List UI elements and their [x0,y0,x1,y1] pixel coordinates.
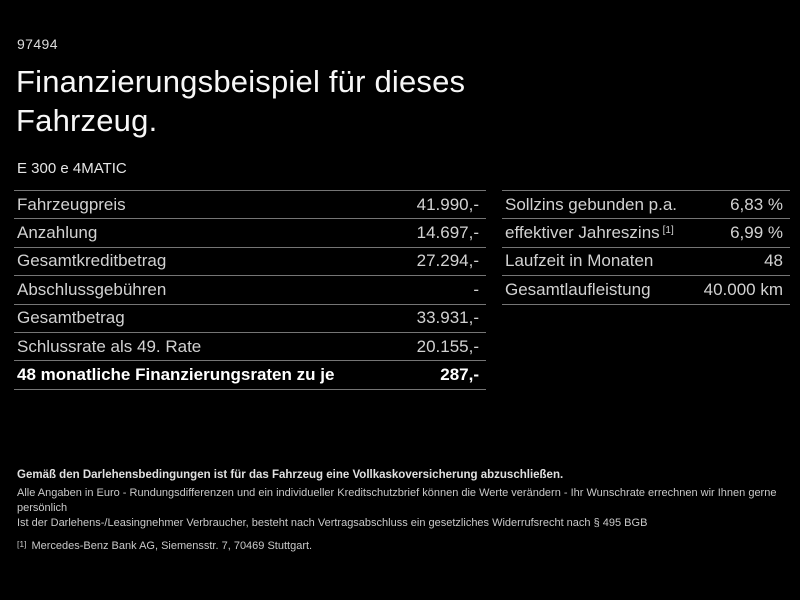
bank-footnote: [1] Mercedes-Benz Bank AG, Siemensstr. 7,… [17,539,790,553]
row-value: 40.000 km [703,279,783,299]
vehicle-id: 97494 [17,36,58,52]
row-label: Abschlussgebühren [17,279,167,299]
financing-row-gesamtbetrag: Gesamtbetrag 33.931,- [14,303,486,332]
financing-row-fahrzeugpreis: Fahrzeugpreis 41.990,- [14,190,486,218]
conditions-row-gesamtlaufleistung: Gesamtlaufleistung 40.000 km [502,275,790,303]
row-value: 287,- [440,365,479,385]
row-value: 41.990,- [416,194,479,214]
row-value: 6,99 % [730,223,783,243]
withdrawal-rights-note: Ist der Darlehens-/Leasingnehmer Verbrau… [17,517,648,529]
row-value: 48 [764,251,783,271]
page-title: Finanzierungsbeispiel für dieses Fahrzeu… [16,64,466,138]
financing-row-gesamtkreditbetrag: Gesamtkreditbetrag 27.294,- [14,246,486,275]
row-label: effektiver Jahreszins [1] [505,223,674,243]
row-value: 27.294,- [416,251,479,271]
tables-container: Fahrzeugpreis 41.990,- Anzahlung 14.697,… [14,190,790,390]
general-disclaimer: Alle Angaben in Euro - Rundungsdifferenz… [17,487,777,514]
conditions-table: Sollzins gebunden p.a. 6,83 % effektiver… [502,190,790,305]
legal-footer: Gemäß den Darlehensbedingungen ist für d… [17,468,790,553]
vehicle-model: E 300 e 4MATIC [17,160,127,177]
row-label: Gesamtkreditbetrag [17,251,167,271]
row-label: Anzahlung [17,223,98,243]
financing-row-schlussrate: Schlussrate als 49. Rate 20.155,- [14,331,486,360]
insurance-requirement-note: Gemäß den Darlehensbedingungen ist für d… [17,469,564,481]
row-label: Gesamtbetrag [17,308,125,328]
row-value: 14.697,- [416,223,479,243]
row-label: 48 monatliche Finanzierungsraten zu je [17,365,335,385]
row-value: - [473,279,479,299]
footnote-marker: [1] [662,225,674,237]
financing-row-abschlussgebuehren: Abschlussgebühren - [14,275,486,303]
footnote-marker: [1] [17,539,27,549]
row-label: Gesamtlaufleistung [505,279,651,299]
financing-row-monthly-rate: 48 monatliche Finanzierungsraten zu je 2… [14,360,486,388]
footnote-text: Mercedes-Benz Bank AG, Siemensstr. 7, 70… [31,540,313,552]
conditions-row-sollzins: Sollzins gebunden p.a. 6,83 % [502,190,790,218]
row-value: 20.155,- [416,336,479,356]
row-label: Sollzins gebunden p.a. [505,194,678,214]
row-value: 33.931,- [416,308,479,328]
row-label: Fahrzeugpreis [17,194,126,214]
conditions-row-effektiver-jahreszins: effektiver Jahreszins [1] 6,99 % [502,218,790,246]
row-value: 6,83 % [730,194,783,214]
financing-table: Fahrzeugpreis 41.990,- Anzahlung 14.697,… [14,190,486,390]
row-label: Schlussrate als 49. Rate [17,336,202,356]
row-label: Laufzeit in Monaten [505,251,654,271]
conditions-row-laufzeit: Laufzeit in Monaten 48 [502,246,790,275]
financing-row-anzahlung: Anzahlung 14.697,- [14,218,486,246]
